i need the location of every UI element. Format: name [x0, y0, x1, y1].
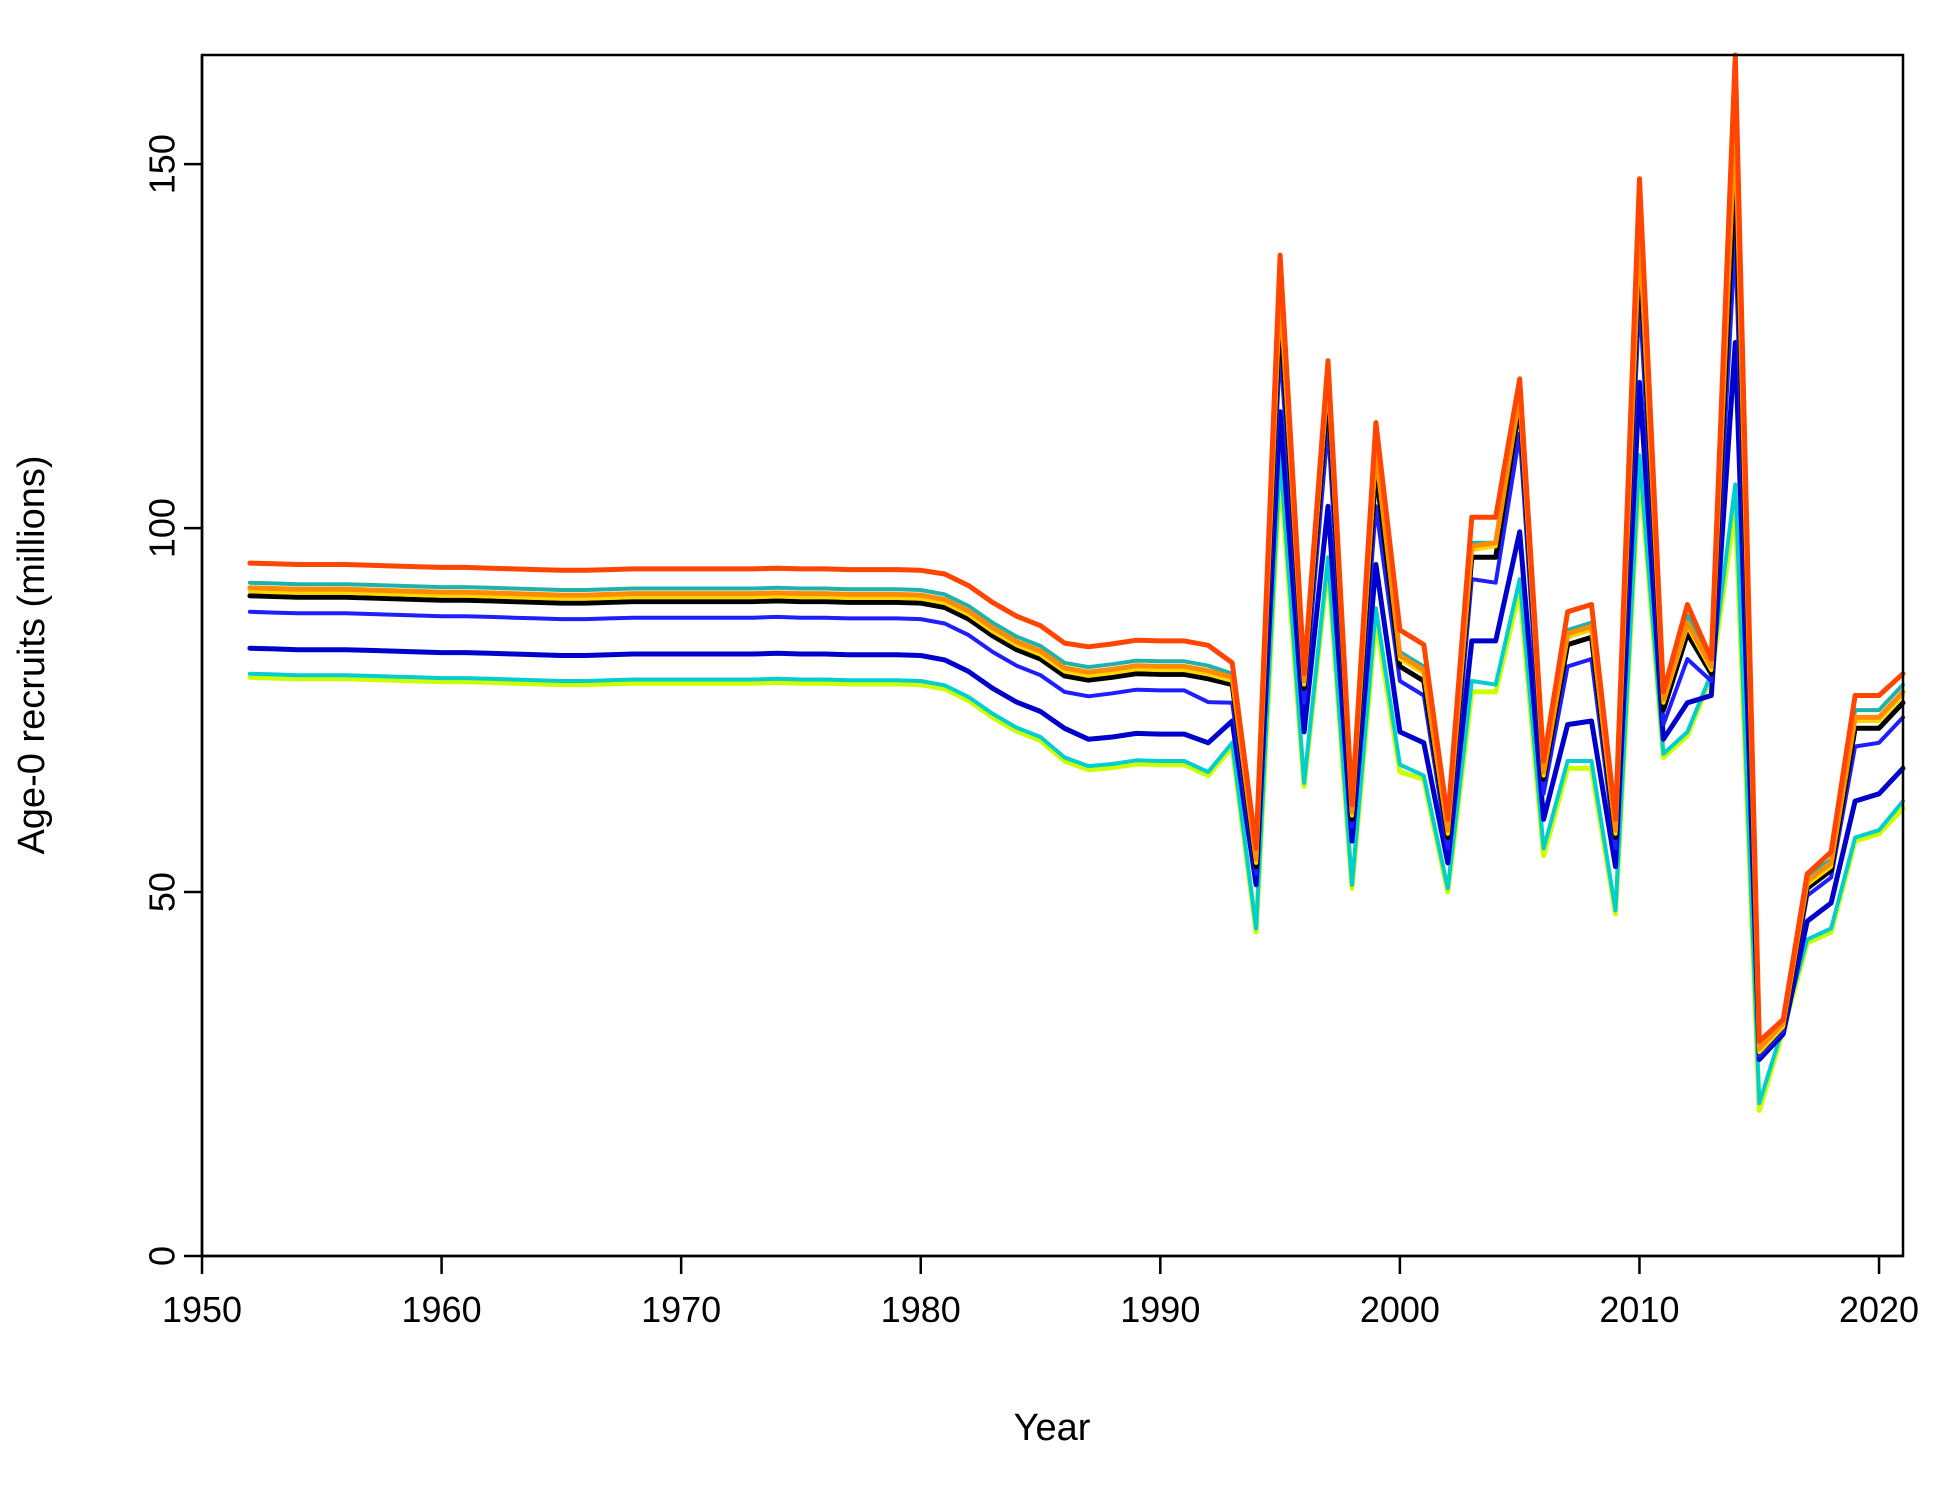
x-tick-label: 1990 — [1120, 1289, 1200, 1330]
x-tick-label: 1950 — [162, 1289, 242, 1330]
series-layer — [247, 52, 1906, 1113]
x-tick-label: 1960 — [402, 1289, 482, 1330]
x-axis: 1950 1960 1970 1980 1990 2000 2010 2020 — [162, 1254, 1919, 1330]
y-axis: 0 50 100 150 — [142, 55, 204, 1266]
x-tick-label: 2010 — [1599, 1289, 1679, 1330]
y-tick-label: 50 — [142, 872, 183, 912]
y-tick-label: 0 — [142, 1246, 183, 1266]
y-tick-label: 150 — [142, 134, 183, 194]
series-line-1 — [247, 52, 1906, 1044]
y-tick-label: 100 — [142, 498, 183, 558]
series-line-7 — [247, 340, 1906, 1062]
x-tick-label: 2020 — [1839, 1289, 1919, 1330]
y-axis-title: Age-0 recruits (millions) — [11, 455, 53, 854]
x-tick-label: 1980 — [881, 1289, 961, 1330]
series-line-8 — [247, 453, 1905, 1106]
x-tick-label: 2000 — [1360, 1289, 1440, 1330]
x-axis-title: Year — [1014, 1407, 1091, 1449]
x-tick-label: 1970 — [641, 1289, 721, 1330]
